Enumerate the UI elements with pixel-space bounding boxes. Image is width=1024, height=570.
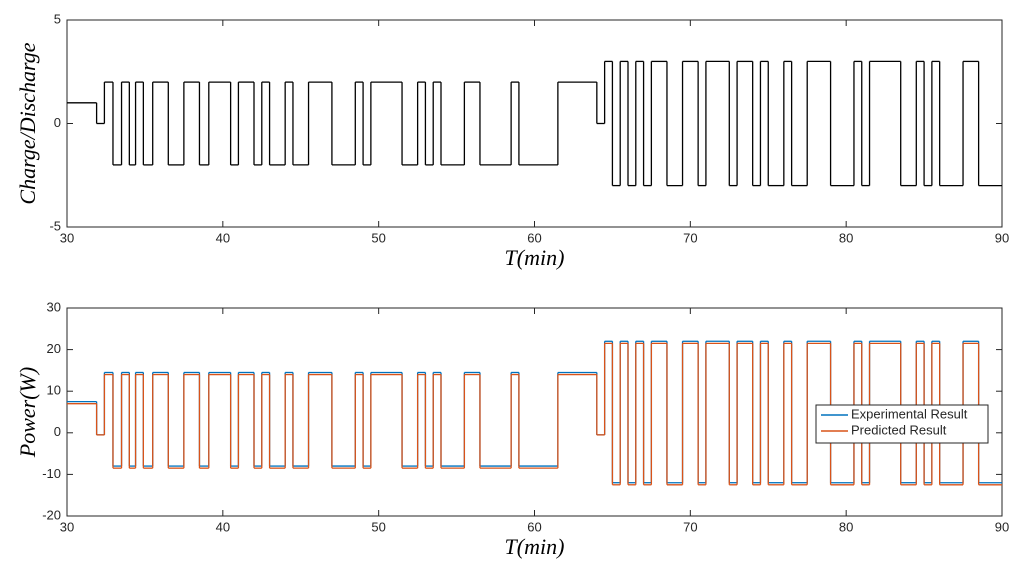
y-tick-label: 20 — [47, 341, 61, 356]
x-axis-label: T(min) — [505, 534, 565, 559]
y-axis-label: Charge/Discharge — [15, 42, 40, 204]
x-tick-label: 80 — [839, 519, 853, 534]
x-tick-label: 60 — [527, 519, 541, 534]
x-tick-label: 40 — [216, 230, 230, 245]
x-tick-label: 90 — [995, 519, 1009, 534]
y-tick-label: 30 — [47, 299, 61, 314]
x-tick-label: 50 — [371, 230, 385, 245]
step-line — [67, 342, 1002, 486]
x-tick-label: 70 — [683, 230, 697, 245]
step-line — [67, 60, 1002, 187]
x-axis-label: T(min) — [505, 245, 565, 270]
x-tick-label: 90 — [995, 230, 1009, 245]
y-tick-label: 0 — [54, 115, 61, 130]
y-tick-label: -10 — [42, 466, 61, 481]
x-tick-label: 30 — [60, 519, 74, 534]
y-axis-label: Power(W) — [15, 367, 40, 458]
y-tick-label: 5 — [54, 11, 61, 26]
legend-label: Predicted Result — [851, 422, 947, 437]
y-tick-label: -5 — [49, 218, 61, 233]
y-tick-label: -20 — [42, 507, 61, 522]
y-tick-label: 10 — [47, 383, 61, 398]
legend-box — [815, 404, 989, 444]
legend-label: Experimental Result — [851, 406, 968, 421]
x-tick-label: 30 — [60, 230, 74, 245]
x-tick-label: 40 — [216, 519, 230, 534]
x-tick-label: 80 — [839, 230, 853, 245]
x-tick-label: 70 — [683, 519, 697, 534]
x-tick-label: 50 — [371, 519, 385, 534]
y-tick-label: 0 — [54, 424, 61, 439]
x-tick-label: 60 — [527, 230, 541, 245]
